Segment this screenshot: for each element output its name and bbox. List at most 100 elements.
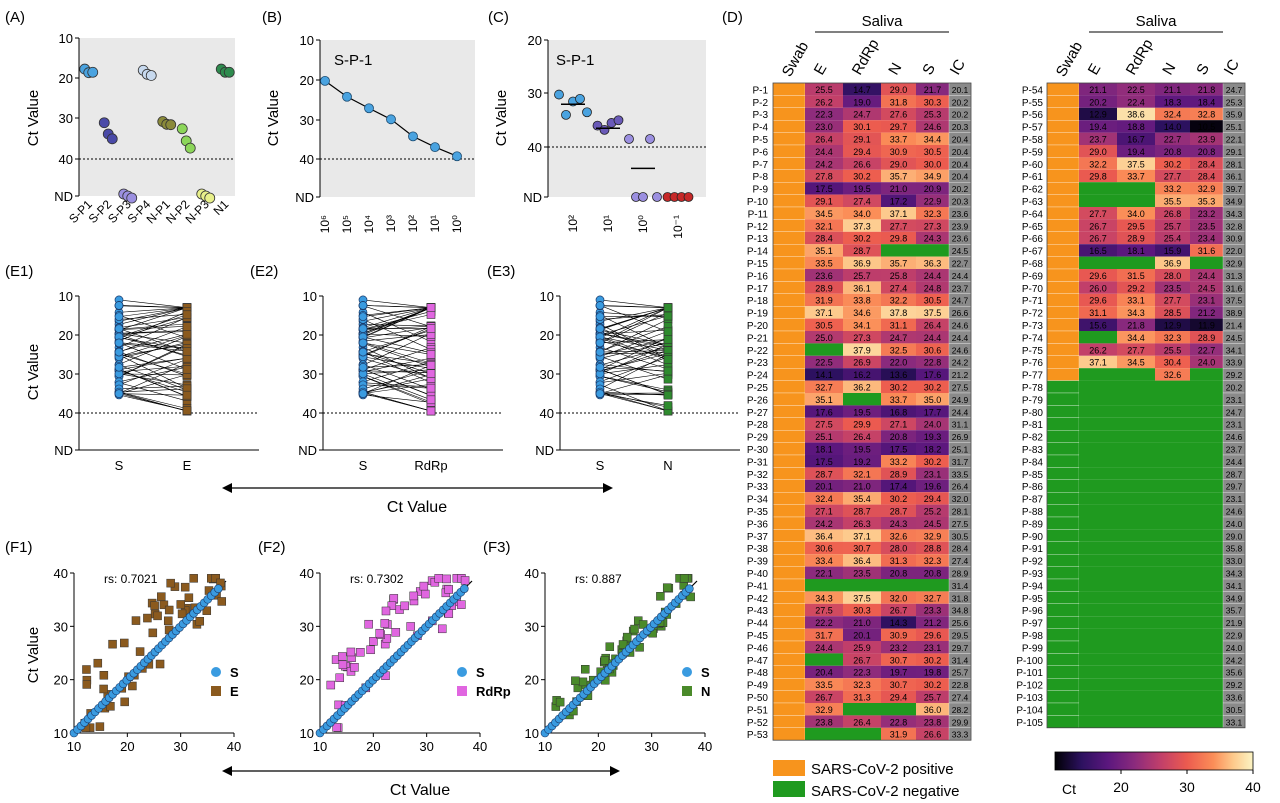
heatmap-ct-cell xyxy=(1190,269,1223,282)
heatmap-negative-cell xyxy=(1190,529,1223,542)
heatmap-ct-cell xyxy=(881,417,916,431)
heatmap-swab-cell xyxy=(1046,219,1080,232)
heatmap-row-label: P-58 xyxy=(1022,135,1044,146)
heatmap-header-e: E xyxy=(1085,61,1105,78)
heatmap-ct-cell xyxy=(805,83,843,96)
heatmap-swab-cell xyxy=(772,616,806,629)
panel-label-c: (C) xyxy=(488,9,509,26)
heatmap-row-label: P-61 xyxy=(1022,172,1044,183)
heatmap-ic-value: 24.9 xyxy=(952,395,969,405)
panel-e-ytick-label: ND xyxy=(54,443,73,458)
panel-b-xtick-label: 10⁵ xyxy=(340,215,354,233)
heatmap-ic-value: 33.6 xyxy=(1226,693,1243,703)
panel-e-pair-line xyxy=(118,299,188,308)
heatmap-ct-cell xyxy=(916,591,949,604)
heatmap-ct-value: 34.5 xyxy=(1127,358,1145,368)
heatmap-ic-value: 21.9 xyxy=(1226,618,1243,628)
heatmap-ct-value: 27.4 xyxy=(853,197,871,207)
heatmap-negative-cell xyxy=(1155,641,1190,654)
panel-e-xtick-label: RdRp xyxy=(414,458,447,473)
heatmap-ct-value: 16.7 xyxy=(1127,135,1145,145)
heatmap-ic-value: 20.4 xyxy=(952,159,969,169)
heatmap-ct-cell xyxy=(1117,269,1155,282)
heatmap-row-label: P-65 xyxy=(1022,222,1044,233)
heatmap-ct-value: 35.1 xyxy=(815,395,833,405)
heatmap-negative-cell xyxy=(1117,579,1155,592)
f-arrow-label: Ct Value xyxy=(390,782,450,799)
heatmap-negative-cell xyxy=(1117,653,1155,666)
heatmap-ct-value: 34.4 xyxy=(1127,333,1145,343)
heatmap-ct-cell xyxy=(1190,157,1223,170)
panel-e-pair-line xyxy=(362,319,432,350)
heatmap-swab-cell xyxy=(1046,132,1080,146)
panel-f-target-point xyxy=(381,606,391,616)
panel-f-s-point xyxy=(214,584,223,593)
heatmap-ct-cell xyxy=(881,368,916,381)
heatmap-ct-value: 30.2 xyxy=(890,494,908,504)
heatmap-ct-value: 37.8 xyxy=(890,308,908,318)
heatmap-ct-value: 22.5 xyxy=(815,358,833,368)
heatmap-ct-cell xyxy=(843,318,881,331)
heatmap-swab-cell xyxy=(772,293,806,307)
heatmap-negative-cell xyxy=(1190,393,1223,406)
panel-f-target-point xyxy=(605,642,615,651)
heatmap-swab-cell xyxy=(1046,442,1080,456)
heatmap-ct-value: 30.3 xyxy=(853,606,871,616)
heatmap-negative-cell xyxy=(1079,455,1117,468)
heatmap-ct-value: 23.1 xyxy=(924,643,942,653)
heatmap-ct-value: 10.5 xyxy=(1198,122,1216,132)
heatmap-row-label: P-7 xyxy=(752,160,768,171)
heatmap-ct-cell xyxy=(881,479,916,493)
heatmap-ct-value: 17.6 xyxy=(924,370,942,380)
heatmap-ct-cell xyxy=(1117,120,1155,133)
heatmap-swab-cell xyxy=(772,231,806,245)
panel-e-pair-line xyxy=(362,299,432,308)
panel-e-pair-line xyxy=(118,314,188,338)
heatmap-ct-cell xyxy=(881,715,916,728)
heatmap-ic-value: 23.1 xyxy=(1226,494,1243,504)
panel-e-pair-line xyxy=(599,356,669,380)
heatmap-swab-cell xyxy=(772,343,806,356)
heatmap-swab-cell xyxy=(772,529,806,542)
heatmap-row-label: P-87 xyxy=(1022,495,1044,506)
panel-e-s-point xyxy=(595,324,605,334)
heatmap-swab-cell xyxy=(772,541,806,555)
heatmap-negative-cell xyxy=(1079,653,1117,666)
heatmap-swab-cell xyxy=(1046,603,1080,617)
heatmap-ct-value: 26.4 xyxy=(853,432,871,442)
heatmap-ic-value: 31.1 xyxy=(952,420,969,430)
heatmap-ct-cell xyxy=(916,331,949,344)
heatmap-negative-cell xyxy=(1079,182,1117,195)
heatmap-ct-value: 29.1 xyxy=(815,197,833,207)
heatmap-ct-cell xyxy=(1155,355,1190,369)
panel-a-point xyxy=(145,70,157,81)
panel-e-s-point xyxy=(595,347,605,357)
heatmap-swab-cell xyxy=(772,107,806,121)
heatmap-ct-value: 24.7 xyxy=(890,333,908,343)
heatmap-swab-cell xyxy=(1046,504,1080,518)
heatmap-swab-cell xyxy=(1046,702,1080,716)
heatmap-ct-cell xyxy=(1079,145,1117,158)
panel-f-ytick-label: 30 xyxy=(300,619,314,634)
heatmap-swab-cell xyxy=(772,640,806,654)
heatmap-row-label: P-14 xyxy=(747,247,769,258)
heatmap-ct-value: 35.1 xyxy=(815,246,833,256)
panel-b-xtick-label: 10³ xyxy=(384,215,398,232)
heatmap-ct-cell xyxy=(843,269,881,282)
heatmap-ct-cell xyxy=(805,331,843,344)
heatmap-negative-cell xyxy=(1190,541,1223,555)
panel-f-legend-target-label: RdRp xyxy=(476,684,511,699)
heatmap-ct-cell xyxy=(1117,145,1155,158)
heatmap-ct-value: 21.1 xyxy=(1164,85,1182,95)
heatmap-ct-cell xyxy=(805,107,843,121)
heatmap-ic-value: 32.0 xyxy=(952,494,969,504)
panel-e-ytick-label: 10 xyxy=(59,289,73,304)
heatmap-ct-cell xyxy=(1117,95,1155,108)
heatmap-ic-value: 24.0 xyxy=(1226,519,1243,529)
heatmap-ct-value: 26.2 xyxy=(1089,345,1107,355)
heatmap-ct-cell xyxy=(843,417,881,431)
heatmap-swab-cell xyxy=(1046,330,1080,344)
heatmap-swab-cell xyxy=(1046,144,1080,158)
heatmap-swab-cell xyxy=(1046,653,1080,666)
heatmap-negative-cell xyxy=(1155,442,1190,455)
